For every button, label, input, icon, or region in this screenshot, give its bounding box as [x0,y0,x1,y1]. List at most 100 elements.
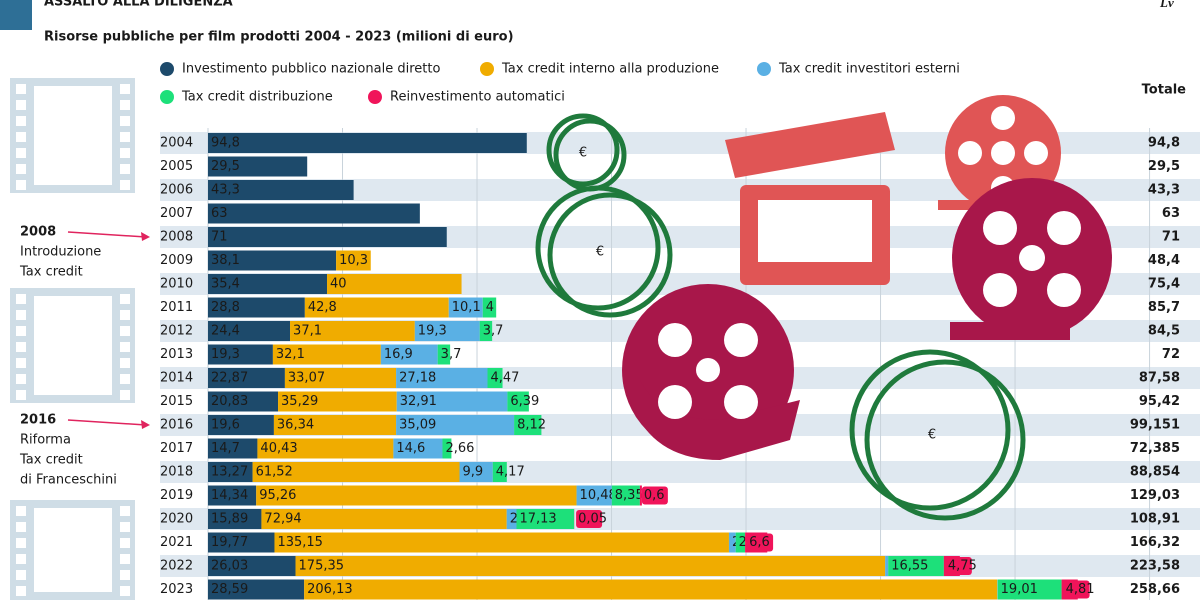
value-label: 4,17 [496,465,525,480]
value-label: 20,83 [211,394,248,409]
bar-segment [728,532,736,553]
bar-segment [997,579,1062,600]
y-tick-label: 2014 [160,371,193,386]
value-label: 3,7 [483,324,504,339]
value-label: 32,91 [400,394,437,409]
bar-segment [492,462,507,482]
film-hole [16,586,26,596]
y-tick-label: 2006 [160,183,193,198]
total-label: 88,854 [1130,465,1180,480]
bar-segment [295,556,886,576]
annotation-arrow [67,231,147,238]
film-hole [16,180,26,190]
value-label: 71 [211,230,228,245]
value-label: 94,8 [211,136,240,151]
legend-label: Tax credit interno alla produzione [501,62,719,77]
bar-segment [516,509,575,529]
plot: Investimento pubblico nazionale diretto T… [19,62,1200,600]
bar-segment [252,462,460,482]
film-hole [16,538,26,548]
euro-symbol: € [596,245,604,260]
euro-symbol: € [579,146,587,161]
value-label: 4 [486,300,494,315]
film-hole [120,116,130,126]
label-box [641,486,668,505]
bar-segment [274,532,729,553]
film-hole [120,506,130,516]
total-label: 258,66 [1130,582,1180,597]
film-hole [16,326,26,336]
legend-label: Investimento pubblico nazionale diretto [182,62,440,77]
film-hole [16,116,26,126]
bar-segment [208,203,420,224]
value-label: 9,9 [462,465,483,480]
bar-segment [273,415,397,435]
bar-segment [304,297,449,318]
y-tick-label: 2011 [160,300,193,315]
value-label: 72,94 [264,512,301,527]
annotation-text: Riforma [20,433,71,448]
film-hole [120,538,130,548]
bar-segment [459,462,493,482]
bar-segment [208,391,279,412]
value-label: 14,6 [396,441,425,456]
title-accent [0,0,32,30]
film-hole [120,586,130,596]
y-tick-label: 2023 [160,582,193,597]
bar-segment [482,297,497,318]
y-tick-label: 2005 [160,159,193,174]
y-tick-label: 2004 [160,136,193,151]
y-tick-label: 2015 [160,394,193,409]
film-hole [16,294,26,304]
total-label: 48,4 [1148,253,1180,268]
total-label: 72,385 [1130,441,1180,456]
y-tick-label: 2022 [160,559,193,574]
film-hole [120,342,130,352]
total-label: 129,03 [1130,488,1180,503]
label-box [576,510,603,528]
bar-segment [507,391,529,412]
film-hole [120,164,130,174]
bar-segment [208,133,527,153]
value-label: 4,75 [948,559,977,574]
label-box [945,557,972,575]
film-hole [120,310,130,320]
annotation-arrow [67,419,147,426]
value-label: 15,89 [211,512,248,527]
film-hole [16,358,26,368]
bar-segment [396,415,515,435]
value-label: 19,77 [211,535,248,550]
film-strips [10,78,135,600]
value-label: 43,3 [211,183,240,198]
annotation-text: Tax credit [19,265,83,280]
y-tick-label: 2012 [160,324,193,339]
annotation-text: di Franceschini [20,473,117,488]
film-hole [16,310,26,320]
bar-segment [208,180,354,200]
bar-segment [208,438,258,459]
value-label: 26,03 [211,559,248,574]
bar-segment [208,556,296,576]
bar-segment [290,321,415,341]
value-label: 19,6 [211,418,240,433]
total-label: 72 [1162,347,1180,362]
legend-marker [480,62,494,76]
film-hole [120,294,130,304]
film-hole [16,554,26,564]
annotation-arrowhead [141,420,150,429]
value-label: 3,7 [441,347,462,362]
total-label: 43,3 [1148,183,1180,198]
bar-segment [380,344,438,365]
value-label: 19,01 [1001,582,1038,597]
bar-segment [336,250,371,271]
bar-segment [888,556,944,576]
film-hole [120,374,130,384]
value-label: 40,43 [260,441,297,456]
row-stripe [160,179,1200,201]
bar-segment [208,509,262,529]
value-label: 2,66 [445,441,474,456]
annotation-arrowhead [141,232,150,241]
value-label: 10,48 [580,488,617,503]
value-label: 6,39 [510,394,539,409]
